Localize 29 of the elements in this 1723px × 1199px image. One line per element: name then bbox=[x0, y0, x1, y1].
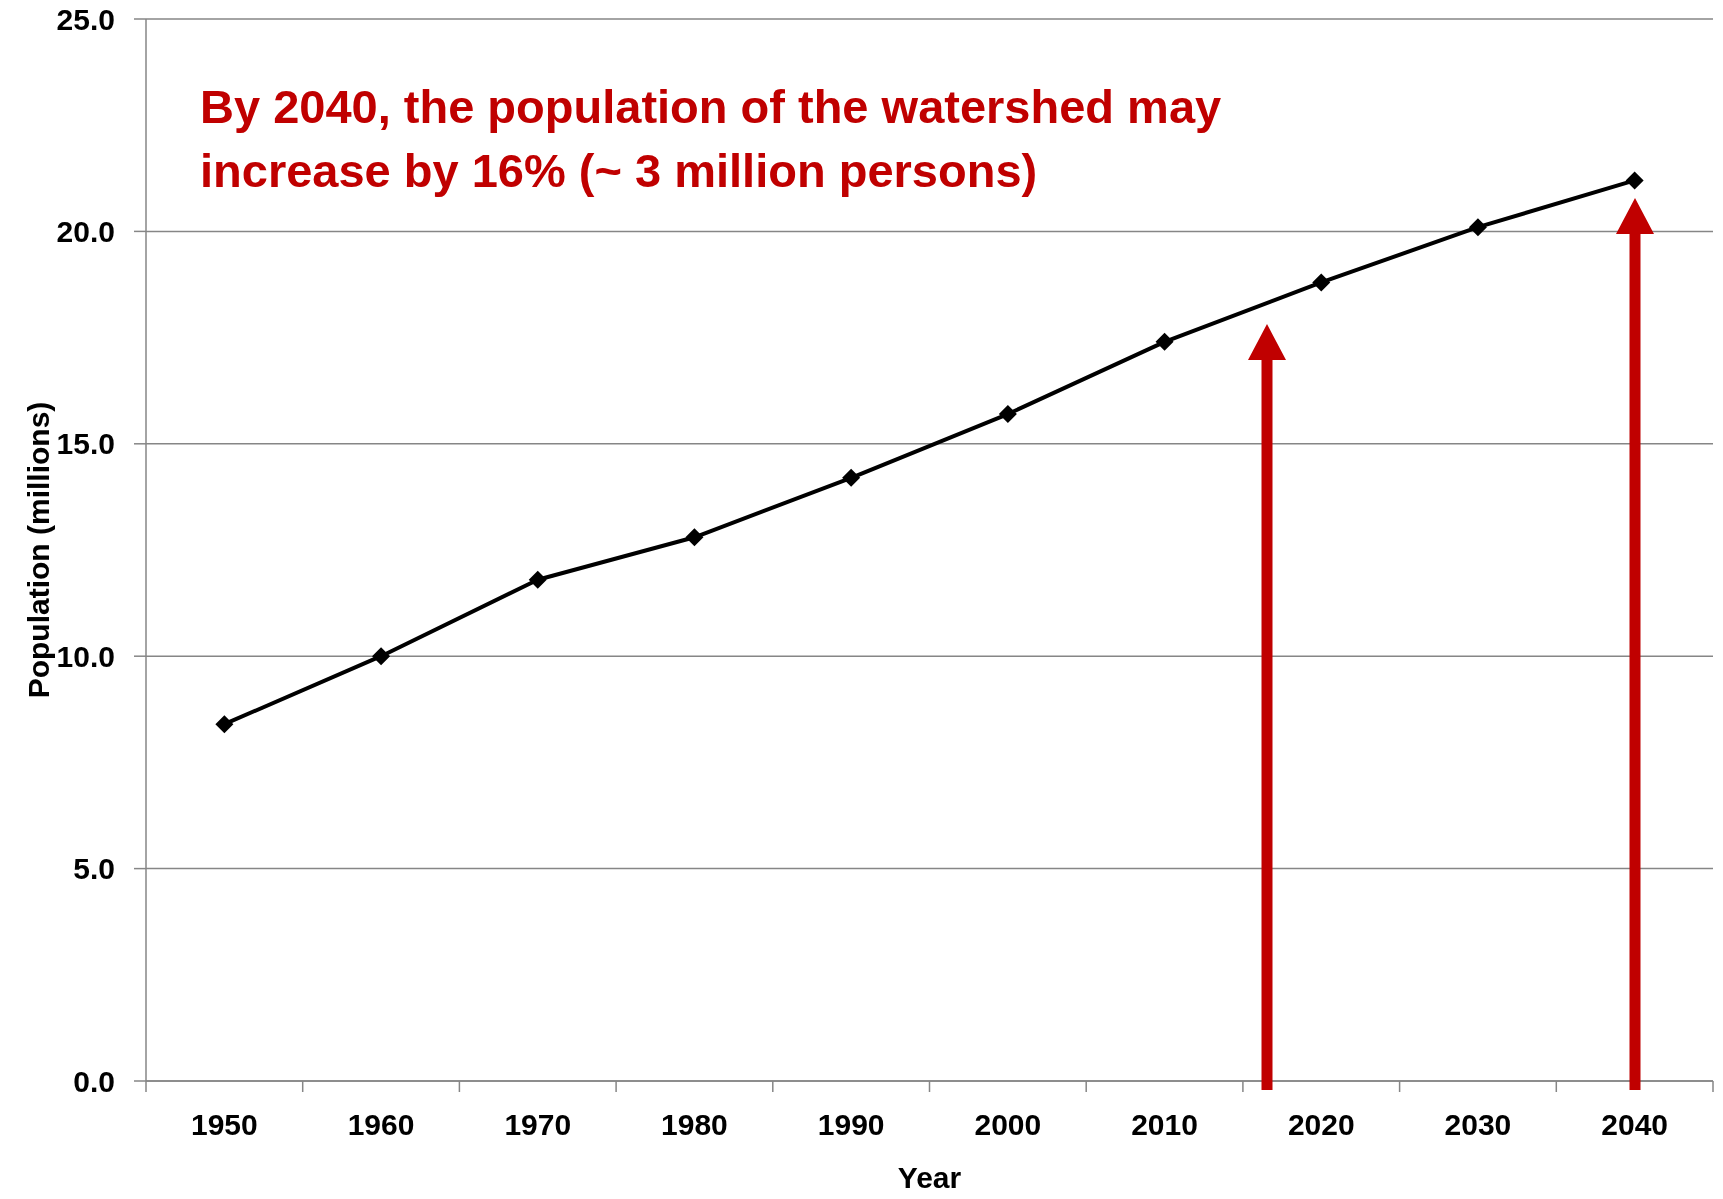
point bbox=[1468, 218, 1487, 237]
x-tick-label: 2020 bbox=[1287, 1108, 1355, 1142]
x-tick-label: 2000 bbox=[974, 1108, 1042, 1142]
x-axis-title: Year bbox=[897, 1161, 962, 1194]
x-tick-label: 1950 bbox=[190, 1108, 258, 1142]
x-tick-label: 2030 bbox=[1444, 1108, 1512, 1142]
x-tick-label: 2040 bbox=[1601, 1108, 1669, 1142]
y-tick-label: 25.0 bbox=[56, 2, 115, 36]
point bbox=[215, 715, 234, 734]
y-tick-label: 5.0 bbox=[73, 852, 115, 886]
point bbox=[685, 528, 704, 547]
annotation: By 2040, the population of the watershed may increase by 16% (~ 3 million persons) bbox=[200, 79, 1223, 199]
y-tick-label: 20.0 bbox=[56, 215, 115, 249]
x-tick-label: 1970 bbox=[504, 1108, 572, 1142]
x-tick-label: 1980 bbox=[661, 1108, 728, 1142]
point bbox=[372, 647, 391, 666]
x-tick-label: 1990 bbox=[817, 1108, 885, 1142]
y-tick-label: 0.0 bbox=[73, 1064, 115, 1098]
point bbox=[1155, 332, 1174, 351]
x-tick-label: 2010 bbox=[1131, 1108, 1198, 1142]
y-tick-label: 10.0 bbox=[56, 639, 115, 673]
y-tick-label: 15.0 bbox=[56, 427, 115, 461]
x-tick-label: 1960 bbox=[347, 1108, 415, 1142]
y-axis-title: Population (millions) bbox=[21, 401, 55, 699]
point bbox=[1625, 171, 1644, 190]
point bbox=[998, 405, 1017, 424]
point bbox=[1312, 273, 1331, 292]
point bbox=[528, 570, 547, 589]
point bbox=[842, 468, 861, 487]
